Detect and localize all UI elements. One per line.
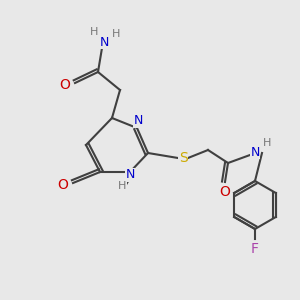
Text: N: N — [250, 146, 260, 158]
Text: S: S — [178, 151, 188, 165]
Text: H: H — [263, 138, 271, 148]
Text: H: H — [118, 181, 126, 191]
Text: N: N — [133, 115, 143, 128]
Text: N: N — [99, 35, 109, 49]
Text: N: N — [125, 169, 135, 182]
Text: O: O — [220, 185, 230, 199]
Text: H: H — [112, 29, 120, 39]
Text: F: F — [251, 242, 259, 256]
Text: O: O — [60, 78, 70, 92]
Text: H: H — [90, 27, 98, 37]
Text: O: O — [58, 178, 68, 192]
